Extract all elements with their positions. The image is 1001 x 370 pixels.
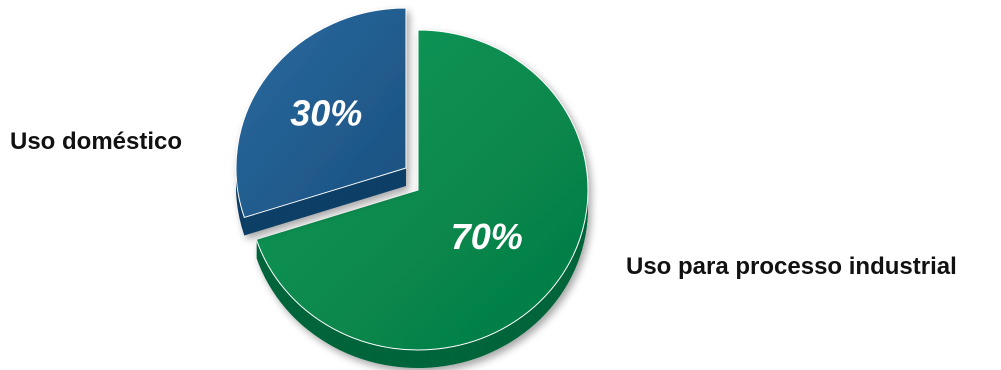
pie-slice-top [235, 7, 407, 219]
pie-slice-top [255, 29, 589, 351]
category-label-industrial: Uso para processo industrial [626, 253, 957, 280]
category-label-domestic: Uso doméstico [10, 128, 183, 155]
pie-slice-domestic [235, 7, 407, 236]
value-label-domestic: 30% [290, 92, 362, 133]
value-label-industrial: 70% [451, 216, 523, 257]
pie-slice-industrial [255, 29, 589, 368]
